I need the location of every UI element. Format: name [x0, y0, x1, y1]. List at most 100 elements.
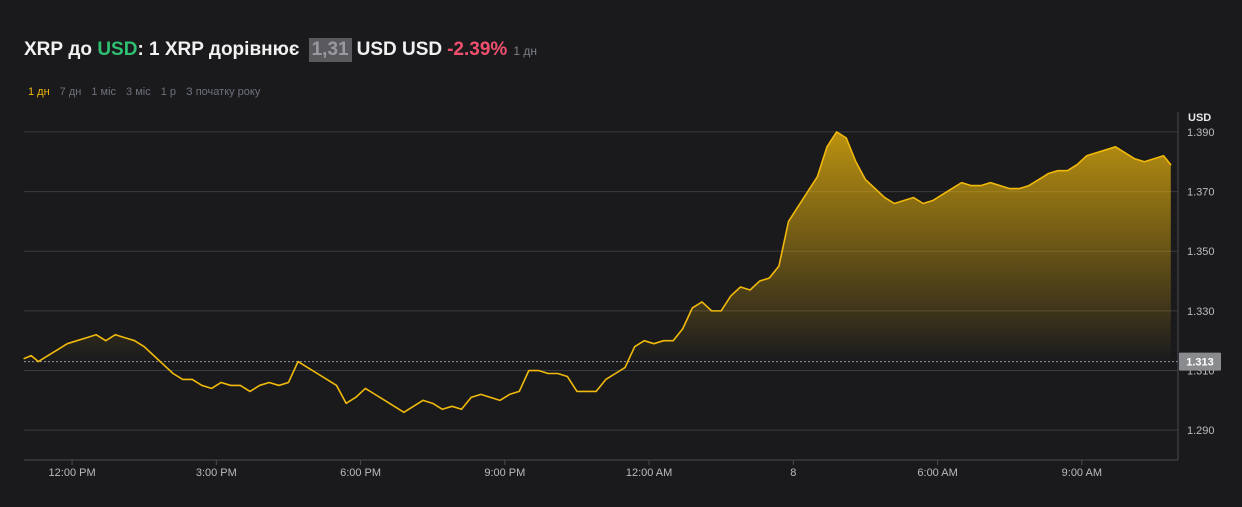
data-point [509, 393, 511, 395]
data-point [105, 340, 107, 342]
tab-1d[interactable]: 1 дн [28, 86, 50, 98]
data-point [893, 202, 895, 205]
tab-ytd[interactable]: З початку року [186, 86, 261, 98]
data-point [201, 384, 203, 387]
data-point [364, 387, 366, 390]
x-tick-label: 3:00 PM [196, 467, 237, 479]
data-point [643, 340, 645, 342]
data-point [57, 349, 59, 351]
data-point [335, 384, 338, 387]
data-point [585, 390, 588, 392]
data-point [23, 357, 25, 360]
data-point [278, 384, 280, 387]
data-point [749, 289, 751, 291]
data-point [932, 199, 934, 202]
data-point [162, 363, 165, 366]
data-point [624, 366, 626, 369]
data-point [422, 399, 424, 401]
data-point [326, 378, 328, 381]
data-point [499, 399, 501, 401]
tab-7d[interactable]: 7 дн [59, 86, 82, 98]
data-point [701, 301, 703, 303]
data-point [739, 286, 742, 288]
data-point [76, 340, 78, 342]
x-tick-label: 9:00 PM [484, 467, 525, 479]
data-point [460, 408, 463, 410]
data-point [143, 346, 145, 348]
tab-1y[interactable]: 1 р [160, 86, 177, 98]
y-axis-unit: USD [1188, 112, 1211, 124]
data-point [816, 176, 818, 178]
data-point [787, 220, 790, 222]
data-point [47, 355, 49, 357]
data-point [845, 137, 847, 139]
data-point [614, 372, 617, 375]
data-point [268, 381, 270, 384]
data-point [95, 334, 97, 336]
data-point [595, 390, 597, 392]
data-point [489, 396, 492, 398]
data-point [903, 199, 905, 202]
quote-currency-link[interactable]: USD [97, 39, 138, 60]
data-point [432, 402, 434, 404]
data-point [133, 340, 136, 342]
data-point [297, 360, 299, 363]
data-point [922, 202, 924, 205]
y-tick-label: 1.330 [1187, 306, 1215, 318]
data-point [653, 343, 655, 345]
data-point [528, 369, 530, 372]
data-point [710, 310, 713, 312]
data-point [1028, 185, 1030, 187]
data-point [316, 372, 318, 375]
equals-text: : 1 XRP дорівнює [137, 39, 300, 60]
data-point [470, 396, 472, 398]
tab-3m[interactable]: 3 міс [126, 86, 151, 98]
data-point [384, 399, 386, 401]
data-point [1009, 187, 1011, 190]
data-point [855, 161, 857, 163]
rate-value: 1,31 [308, 38, 352, 62]
data-point [239, 384, 241, 387]
data-point [941, 193, 943, 196]
data-point [1047, 173, 1049, 175]
y-tick-label: 1.350 [1187, 246, 1215, 258]
data-point [576, 390, 578, 392]
change-period: 1 дн [513, 44, 537, 58]
data-point [345, 402, 347, 404]
tab-1m[interactable]: 1 міс [91, 86, 117, 98]
data-point [836, 131, 838, 133]
data-point [172, 372, 174, 375]
data-point [1018, 187, 1020, 190]
data-point [999, 185, 1001, 187]
data-point [1162, 155, 1165, 157]
data-point [1076, 164, 1078, 166]
data-point [1037, 179, 1040, 181]
x-tick-label: 12:00 PM [49, 467, 96, 479]
data-point [547, 372, 549, 375]
data-point [480, 393, 482, 395]
x-tick-label: 6:00 AM [917, 467, 957, 479]
data-point [1086, 155, 1088, 157]
data-point [518, 390, 520, 392]
data-point [220, 381, 222, 384]
data-point [961, 182, 963, 184]
data-point [634, 346, 636, 348]
data-point [1114, 146, 1117, 148]
data-point [1105, 149, 1107, 151]
data-point [259, 384, 261, 387]
data-point [691, 307, 693, 309]
change-percent: -2.39% [447, 39, 508, 60]
data-point [778, 265, 780, 267]
data-point [720, 310, 722, 312]
data-point [566, 375, 568, 378]
data-point [989, 182, 992, 184]
data-point [1066, 170, 1069, 172]
data-point [970, 185, 972, 187]
data-point [355, 396, 357, 398]
data-point [874, 187, 876, 190]
data-point [114, 334, 116, 336]
data-point [951, 187, 953, 190]
data-point [1170, 164, 1172, 166]
